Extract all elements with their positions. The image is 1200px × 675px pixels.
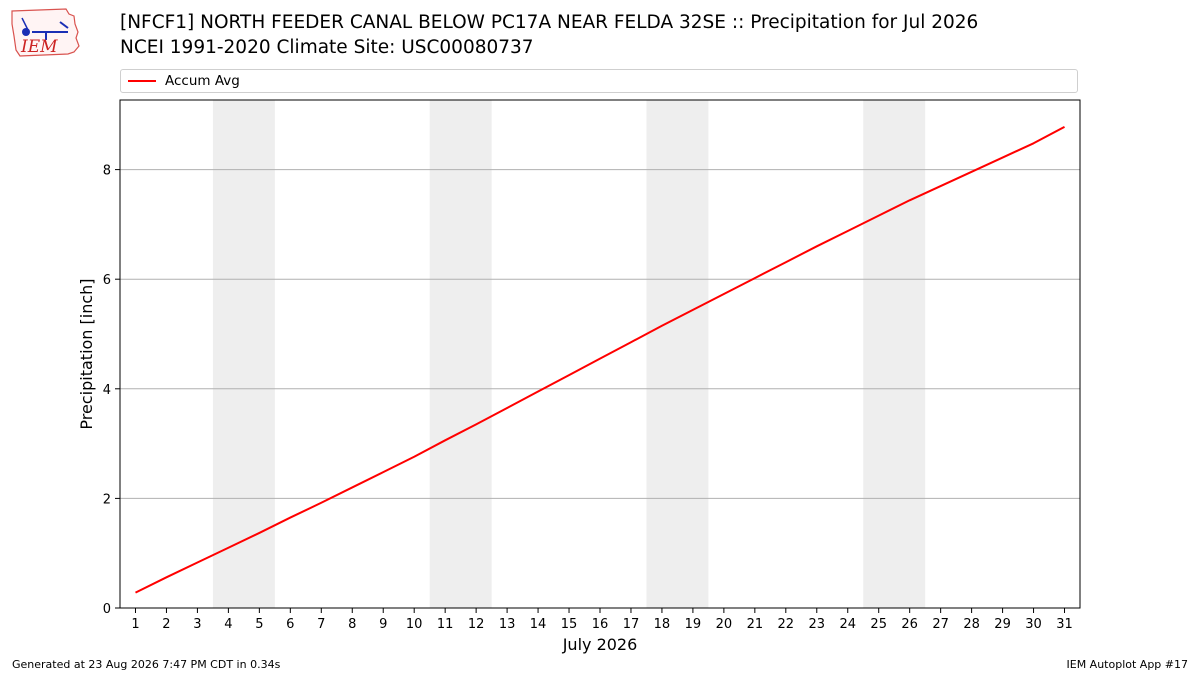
iem-logo: IEM — [11, 8, 80, 57]
x-tick-label: 31 — [1056, 617, 1073, 632]
x-tick-label: 12 — [468, 617, 485, 632]
x-tick-label: 29 — [994, 617, 1011, 632]
legend: Accum Avg — [120, 69, 1078, 93]
x-tick-label: 26 — [901, 617, 918, 632]
x-tick-label: 13 — [499, 617, 516, 632]
series-line-accum-avg — [135, 125, 1065, 594]
weekend-band — [863, 100, 926, 608]
weekend-band — [646, 100, 709, 608]
x-tick-label: 30 — [1025, 617, 1042, 632]
y-tick-label: 0 — [103, 602, 111, 617]
generated-timestamp: Generated at 23 Aug 2026 7:47 PM CDT in … — [12, 658, 281, 671]
app-credit: IEM Autoplot App #17 — [1066, 658, 1189, 671]
x-tick-label: 22 — [778, 617, 795, 632]
x-tick-label: 25 — [870, 617, 887, 632]
x-tick-label: 27 — [932, 617, 949, 632]
x-tick-label: 20 — [716, 617, 733, 632]
x-tick-label: 11 — [437, 617, 454, 632]
chart-subtitle: NCEI 1991-2020 Climate Site: USC00080737 — [120, 37, 534, 58]
x-tick-label: 21 — [747, 617, 764, 632]
x-tick-label: 16 — [592, 617, 609, 632]
x-tick-label: 19 — [685, 617, 702, 632]
svg-text:IEM: IEM — [20, 37, 58, 57]
x-tick-label: 4 — [224, 617, 232, 632]
x-tick-label: 2 — [162, 617, 170, 632]
x-tick-label: 5 — [255, 617, 263, 632]
chart-title: [NFCF1] NORTH FEEDER CANAL BELOW PC17A N… — [120, 12, 979, 33]
y-tick-label: 8 — [103, 164, 111, 179]
x-tick-label: 10 — [406, 617, 423, 632]
y-tick-label: 6 — [103, 273, 111, 288]
x-tick-label: 3 — [193, 617, 201, 632]
x-tick-label: 7 — [317, 617, 325, 632]
y-tick-label: 2 — [103, 492, 111, 507]
x-tick-label: 8 — [348, 617, 356, 632]
x-tick-label: 6 — [286, 617, 294, 632]
x-tick-label: 15 — [561, 617, 578, 632]
x-tick-label: 28 — [963, 617, 980, 632]
y-tick-label: 4 — [103, 383, 111, 398]
x-tick-label: 9 — [379, 617, 387, 632]
x-tick-label: 1 — [131, 617, 139, 632]
weekend-band — [212, 100, 275, 608]
x-axis-label: July 2026 — [562, 635, 638, 654]
x-tick-label: 14 — [530, 617, 547, 632]
y-axis-label: Precipitation [inch] — [77, 278, 96, 429]
legend-label: Accum Avg — [165, 73, 240, 89]
x-tick-label: 17 — [623, 617, 640, 632]
x-tick-label: 24 — [839, 617, 856, 632]
x-tick-label: 23 — [809, 617, 826, 632]
x-tick-label: 18 — [654, 617, 671, 632]
legend-line-swatch — [128, 80, 156, 82]
weekend-band — [429, 100, 492, 608]
